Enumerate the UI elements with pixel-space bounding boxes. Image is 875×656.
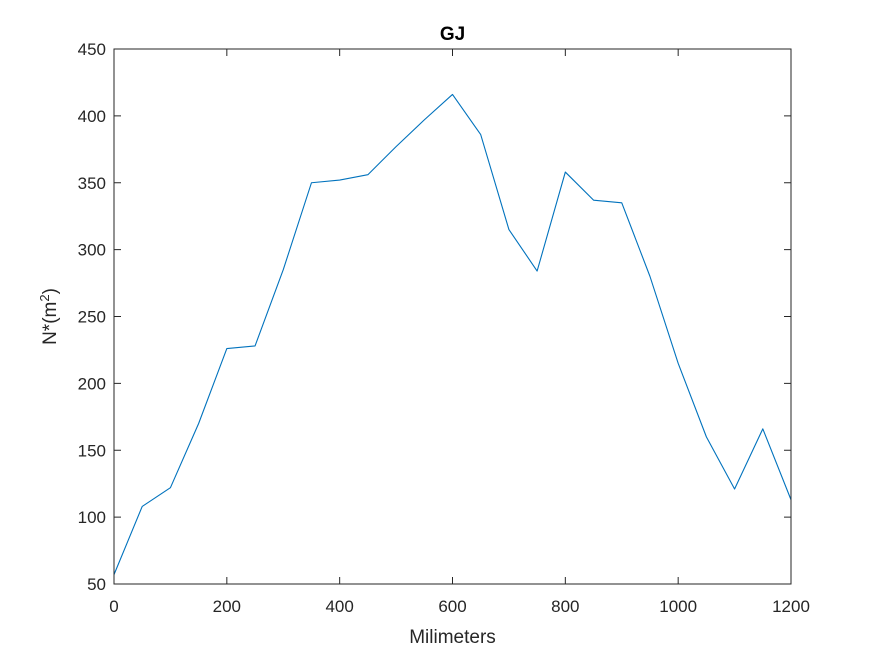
chart-title: GJ xyxy=(440,24,465,45)
y-tick-label: 200 xyxy=(78,374,106,393)
y-tick-label: 300 xyxy=(78,241,106,260)
y-tick-label: 100 xyxy=(78,508,106,527)
plot-background xyxy=(114,49,791,584)
x-tick-label: 800 xyxy=(551,597,579,616)
y-tick-label: 350 xyxy=(78,174,106,193)
y-tick-label: 250 xyxy=(78,308,106,327)
y-axis-label-base: N*(m xyxy=(40,302,61,345)
x-tick-label: 400 xyxy=(325,597,353,616)
y-axis-label-close: ) xyxy=(40,288,61,294)
y-axis-label: N*(m2) xyxy=(37,288,61,345)
y-axis: 50 100 150 200 250 300 350 400 450 xyxy=(78,40,791,594)
x-tick-label: 1200 xyxy=(772,597,810,616)
y-tick-label: 450 xyxy=(78,40,106,59)
series-line xyxy=(113,93,792,575)
x-tick-label: 600 xyxy=(438,597,466,616)
y-tick-label: 50 xyxy=(87,575,106,594)
x-tick-label: 1000 xyxy=(659,597,697,616)
plot-area xyxy=(114,49,791,584)
y-tick-label: 150 xyxy=(78,441,106,460)
x-tick-label: 200 xyxy=(213,597,241,616)
x-tick-label: 0 xyxy=(109,597,118,616)
x-axis: 0 200 400 600 800 1000 1200 xyxy=(109,49,810,616)
x-axis-label: Milimeters xyxy=(409,627,496,648)
y-tick-label: 400 xyxy=(78,107,106,126)
y-axis-label-superscript: 2 xyxy=(37,294,52,301)
series-layer xyxy=(113,93,792,575)
